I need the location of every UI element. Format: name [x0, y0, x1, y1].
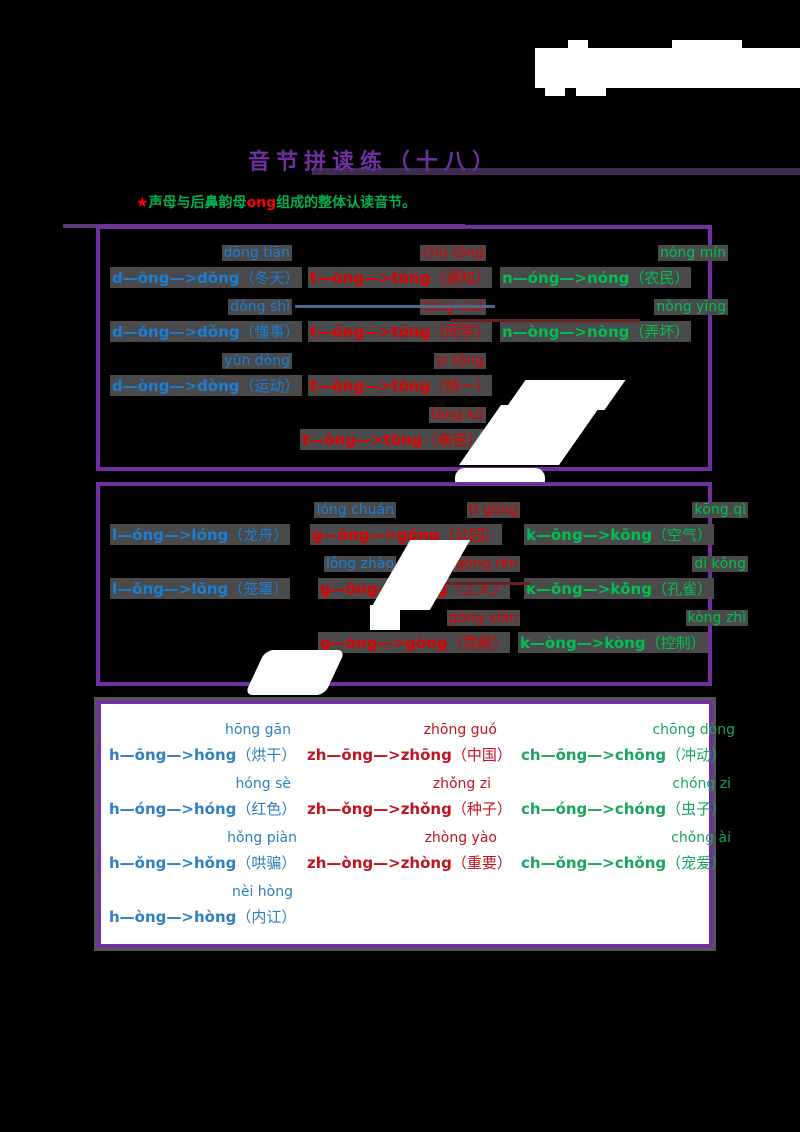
list-item: nóng mín n—óng—>nóng（农民）: [500, 241, 728, 295]
list-item: lǒng zhào l—ǒng—>lǒng（笼罩）: [110, 552, 396, 606]
pinyin: nòng yīng: [654, 299, 728, 315]
spelling-rule: k—ōng—>kōng（空气）: [524, 524, 714, 545]
list-item: zhōng guó zh—ōng—>zhōng（中国）: [307, 718, 512, 772]
pinyin: lóng chuán: [314, 502, 396, 518]
spelling-rule: ch—óng—>chóng（虫子）: [521, 800, 727, 818]
list-item: dì kǒng k—ǒng—>kǒng（孔雀）: [524, 552, 748, 606]
pinyin: zhǒng zi: [432, 776, 491, 792]
spelling-rule: ch—ōng—>chōng（冲动）: [521, 746, 727, 764]
list-item: chōng dòng ch—ōng—>chōng（冲动）: [521, 718, 735, 772]
list-item: lóng chuán l—óng—>lóng（龙舟）: [110, 498, 396, 552]
list-item: chū tōng t—ōng—>tōng（通知）: [308, 241, 508, 295]
title-underline: [312, 168, 800, 175]
spelling-rule: d—òng—>dòng（运动）: [110, 375, 302, 396]
spelling-rule: t—òng—>tòng（痛苦）: [300, 429, 485, 450]
pinyin: nèi hòng: [231, 884, 293, 900]
subtitle-text: 声母与后鼻韵母: [148, 195, 247, 211]
spelling-rule: d—ōng—>dōng（冬天）: [110, 267, 302, 288]
page-title: 音节拼读练（十八）: [248, 150, 501, 175]
list-item: tòng kǔ t—òng—>tòng（痛苦）: [300, 403, 508, 457]
practice-box-1: dōng tiān d—ōng—>dōng（冬天） dǒng shì d—ǒng—>…: [96, 225, 728, 471]
list-item: zhòng yào zh—òng—>zhòng（重要）: [307, 826, 512, 880]
spelling-rule: g—ōng—>gōng（公园）: [310, 524, 502, 545]
list-item: tì gōng g—ōng—>gōng（公园）: [310, 498, 520, 552]
pinyin: gōng rén: [453, 556, 520, 572]
list-item: yùn dòng d—òng—>dòng（运动）: [110, 349, 310, 403]
redaction-blotch: [568, 40, 588, 50]
subtitle-final: ong: [246, 195, 277, 211]
pinyin: hǒng piàn: [227, 830, 297, 846]
spelling-rule: g—òng—>gòng（贡献）: [318, 632, 510, 653]
pinyin: zì tǒng: [434, 353, 486, 369]
spelling-rule: t—ōng—>tōng（通知）: [308, 267, 493, 288]
list-item: nèi hòng h—òng—>hòng（内讧）: [109, 880, 309, 934]
list-item: zì tǒng t—ǒng—>tǒng（统一）: [308, 349, 508, 403]
list-item: hōng gān h—ōng—>hōng（烘干）: [109, 718, 309, 772]
pinyin: zhòng yào: [424, 830, 497, 846]
pinyin: gòng xiàn: [446, 610, 520, 626]
pinyin: tì gōng: [466, 502, 520, 518]
list-item: gòng xiàn g—òng—>gòng（贡献）: [310, 606, 520, 660]
spelling-rule: zh—ōng—>zhōng（中国）: [307, 746, 512, 764]
pinyin: dōng tiān: [221, 245, 292, 261]
subtitle: ★声母与后鼻韵母ong组成的整体认读音节。: [136, 192, 416, 212]
spelling-rule: t—ǒng—>tǒng（统一）: [308, 375, 493, 396]
pinyin: chū tōng: [420, 245, 486, 261]
pinyin: yùn dòng: [222, 353, 292, 369]
pinyin: zhōng guó: [423, 722, 497, 738]
star-icon: ★: [136, 195, 149, 211]
pinyin: hōng gān: [225, 722, 291, 738]
spelling-rule: h—òng—>hòng（内讧）: [109, 908, 297, 926]
list-item: chóng zi ch—óng—>chóng（虫子）: [521, 772, 731, 826]
redaction-blotch: [370, 605, 400, 630]
spelling-rule: h—óng—>hóng（红色）: [109, 800, 297, 818]
list-item: zhǒng zi zh—ǒng—>zhǒng（种子）: [307, 772, 512, 826]
list-item: kòng zhì k—òng—>kòng（控制）: [518, 606, 748, 660]
pinyin: kōng qì: [692, 502, 748, 518]
divider-line: [295, 305, 495, 308]
pinyin: lǒng zhào: [323, 556, 396, 572]
spelling-rule: l—ǒng—>lǒng（笼罩）: [110, 578, 291, 599]
redaction-blotch: [672, 40, 742, 50]
pinyin: kòng zhì: [685, 610, 748, 626]
list-item: chǒng ài ch—ǒng—>chǒng（宠爱）: [521, 826, 731, 880]
spelling-rule: ch—ǒng—>chǒng（宠爱）: [521, 854, 727, 872]
spelling-rule: n—óng—>nóng（农民）: [500, 267, 692, 288]
spelling-rule: h—ōng—>hōng（烘干）: [109, 746, 297, 764]
subtitle-text-end: 组成的整体认读音节。: [276, 195, 417, 211]
divider-line: [450, 319, 640, 322]
pinyin: hóng sè: [235, 776, 291, 792]
practice-box-3: hōng gān h—ōng—>hōng（烘干） hóng sè h—óng—>hó…: [94, 697, 735, 951]
spelling-rule: t—óng—>tóng（同学）: [308, 321, 493, 342]
pinyin: chóng zi: [672, 776, 731, 792]
spelling-rule: d—ǒng—>dǒng（懂事）: [110, 321, 302, 342]
spelling-rule: n—òng—>nòng（弄坏）: [500, 321, 692, 342]
spelling-rule: h—ǒng—>hǒng（哄骗）: [109, 854, 297, 872]
redaction-blotch: [545, 86, 565, 96]
spelling-rule: zh—ǒng—>zhǒng（种子）: [307, 800, 512, 818]
list-item: dōng tiān d—ōng—>dōng（冬天）: [110, 241, 310, 295]
pinyin: chǒng ài: [671, 830, 731, 846]
redaction-blotch: [535, 48, 800, 88]
spelling-rule: zh—òng—>zhòng（重要）: [307, 854, 512, 872]
list-item: nòng yīng n—òng—>nòng（弄坏）: [500, 295, 728, 349]
list-item: hóng sè h—óng—>hóng（红色）: [109, 772, 309, 826]
pinyin: dì kǒng: [692, 556, 748, 572]
list-item: tóng xuét—óng—>tóng（同学）: [308, 295, 508, 349]
spelling-rule: k—ǒng—>kǒng（孔雀）: [524, 578, 714, 599]
pinyin: chōng dòng: [652, 722, 735, 738]
pinyin: tòng kǔ: [428, 407, 486, 423]
list-item: dǒng shì d—ǒng—>dǒng（懂事）: [110, 295, 310, 349]
list-item: kōng qì k—ōng—>kōng（空气）: [524, 498, 748, 552]
pinyin: nóng mín: [657, 245, 728, 261]
pinyin: dǒng shì: [228, 299, 292, 315]
redaction-blotch: [576, 86, 606, 96]
divider-line: [440, 582, 530, 585]
spelling-rule: l—óng—>lóng（龙舟）: [110, 524, 291, 545]
list-item: hǒng piàn h—ǒng—>hǒng（哄骗）: [109, 826, 309, 880]
spelling-rule: k—òng—>kòng（控制）: [518, 632, 708, 653]
